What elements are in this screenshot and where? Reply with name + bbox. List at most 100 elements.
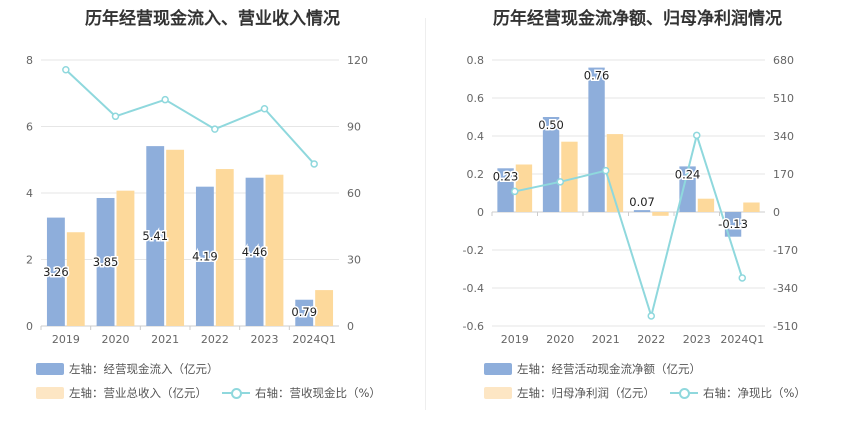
x-tick-label: 2021 xyxy=(592,333,620,346)
bar xyxy=(652,212,669,216)
data-label: 4.19 xyxy=(192,249,218,263)
bar xyxy=(146,146,165,326)
data-label: 3.26 xyxy=(43,265,69,279)
legend-swatch xyxy=(36,387,64,399)
y-left-tick-label: 4 xyxy=(26,187,33,200)
y-right-tick-label: -510 xyxy=(773,320,798,333)
line-point xyxy=(260,105,269,113)
bar xyxy=(245,177,264,326)
line-point xyxy=(62,66,70,74)
y-left-tick-label: 0.6 xyxy=(467,92,485,105)
y-left-tick-label: 0.2 xyxy=(467,168,485,181)
series-line xyxy=(514,131,744,320)
bar xyxy=(295,299,314,326)
y-left-tick-label: 8 xyxy=(26,54,33,67)
bar xyxy=(265,174,284,326)
legend-label: 左轴：归母净利润（亿元） xyxy=(517,386,655,400)
legend-label: 左轴：经营活动现金流净额（亿元） xyxy=(517,362,701,376)
data-label: 0.50 xyxy=(538,118,564,132)
bar xyxy=(542,117,560,212)
bar xyxy=(743,202,760,212)
line-point xyxy=(211,125,219,133)
line-point xyxy=(161,95,169,104)
y-right-tick-label: 120 xyxy=(347,54,368,67)
bar xyxy=(633,210,651,212)
bar xyxy=(606,134,624,212)
legend-line-marker xyxy=(670,387,698,399)
legend-item[interactable]: 左轴：经营现金流入（亿元） xyxy=(36,361,219,377)
bar xyxy=(315,290,334,326)
legend-label: 右轴：净现比（%） xyxy=(703,386,806,400)
right-chart-plot: -0.6 -0.4 -0.2 0 0.2 0.4 0.6 0.8 -510 -340 -170 0 17… xyxy=(463,54,798,346)
x-tick-label: 2022 xyxy=(637,333,665,346)
data-label: 0.07 xyxy=(629,195,655,209)
legend-item[interactable]: 左轴：归母净利润（亿元） xyxy=(484,385,655,401)
line-point xyxy=(556,178,564,186)
line-point xyxy=(693,131,701,140)
y-right-tick-label: 30 xyxy=(347,254,361,267)
bar xyxy=(66,232,85,326)
y-left-tick-label: -0.2 xyxy=(463,244,484,257)
y-right-tick-label: 680 xyxy=(773,54,794,67)
x-tick-label: 2022 xyxy=(201,333,229,346)
y-left-tick-label: 0 xyxy=(477,206,484,219)
legend-swatch xyxy=(484,387,512,399)
chart-title: 历年经营现金流净额、归母净利润情况 xyxy=(493,9,782,29)
line-point xyxy=(310,160,318,168)
data-label: 0.24 xyxy=(675,167,701,181)
bar xyxy=(96,197,115,326)
y-right-tick-label: 0 xyxy=(773,206,780,219)
data-label: 3.85 xyxy=(93,255,119,269)
legend-item[interactable]: 左轴：营业总收入（亿元） xyxy=(36,385,207,401)
x-tick-label: 2020 xyxy=(102,333,130,346)
legend-item[interactable]: 左轴：经营活动现金流净额（亿元） xyxy=(484,361,701,377)
data-label: 5.41 xyxy=(142,229,168,243)
legend-label: 右轴：营收现金比（%） xyxy=(255,386,381,400)
y-left-tick-label: 0.8 xyxy=(467,54,485,67)
legend-item[interactable]: 右轴：营收现金比（%） xyxy=(222,385,381,401)
y-left-tick-label: -0.4 xyxy=(463,282,484,295)
line-point xyxy=(602,166,610,175)
y-left-tick-label: 2 xyxy=(26,254,33,267)
x-tick-label: 2023 xyxy=(683,333,711,346)
x-tick-label: 2024Q1 xyxy=(292,333,336,346)
y-right-tick-label: 340 xyxy=(773,130,794,143)
bar xyxy=(724,212,742,237)
bar xyxy=(195,186,214,326)
bar xyxy=(561,141,578,212)
bar xyxy=(515,164,533,212)
y-right-tick-label: 170 xyxy=(773,168,794,181)
line-point xyxy=(111,112,120,121)
y-right-tick-label: 90 xyxy=(347,121,361,134)
line-point xyxy=(511,187,519,196)
x-tick-label: 2024Q1 xyxy=(720,333,764,346)
bar xyxy=(697,198,715,212)
series-line xyxy=(65,69,315,165)
y-left-tick-label: 0.4 xyxy=(467,130,485,143)
y-right-tick-label: 510 xyxy=(773,92,794,105)
right-chart-panel: 历年经营现金流净额、归母净利润情况 -0.6 -0.4 -0.2 0 0.2 0.4 0.6… xyxy=(425,0,850,437)
bar xyxy=(215,169,234,326)
data-label: 0.23 xyxy=(493,169,519,183)
bar xyxy=(166,149,185,326)
legend-line-marker xyxy=(222,387,250,399)
chart-title: 历年经营现金流入、营业收入情况 xyxy=(85,9,340,29)
line-point xyxy=(738,274,746,282)
y-left-tick-label: 0 xyxy=(26,320,33,333)
x-tick-label: 2023 xyxy=(251,333,279,346)
legend-label: 左轴：营业总收入（亿元） xyxy=(69,386,207,400)
y-right-tick-label: 0 xyxy=(347,320,354,333)
x-tick-label: 2019 xyxy=(52,333,80,346)
left-chart-panel: 历年经营现金流入、营业收入情况 0 2 4 6 8 0 30 60 90 120 2019 2020 2… xyxy=(26,9,381,401)
y-right-tick-label: -340 xyxy=(773,282,798,295)
y-left-tick-label: -0.6 xyxy=(463,320,484,333)
bar xyxy=(588,67,605,212)
legend-label: 左轴：经营现金流入（亿元） xyxy=(69,362,219,376)
bar xyxy=(46,217,65,326)
legend-swatch xyxy=(484,363,512,375)
legend-item[interactable]: 右轴：净现比（%） xyxy=(670,385,806,401)
x-tick-label: 2021 xyxy=(151,333,179,346)
y-left-tick-label: 6 xyxy=(26,121,33,134)
left-chart-plot: 0 2 4 6 8 0 30 60 90 120 2019 2020 2021 2022 2023 2024Q… xyxy=(26,54,368,346)
data-label: -0.13 xyxy=(718,217,748,231)
